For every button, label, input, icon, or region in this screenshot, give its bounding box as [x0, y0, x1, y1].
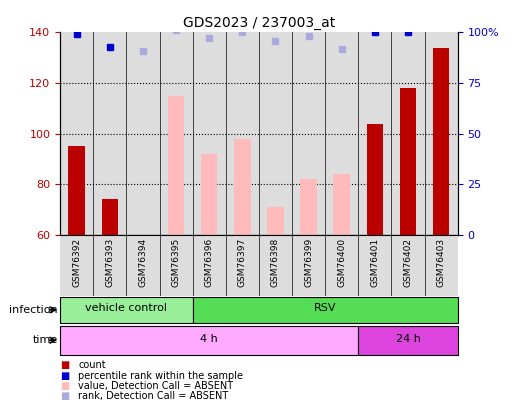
Text: ■: ■ [60, 391, 70, 401]
Text: GSM76394: GSM76394 [139, 238, 147, 287]
Bar [300, 179, 317, 235]
Text: GSM76400: GSM76400 [337, 238, 346, 287]
Bar [201, 154, 218, 235]
Bar [69, 146, 85, 235]
Text: GSM76395: GSM76395 [172, 238, 180, 287]
Text: time: time [32, 335, 58, 345]
Text: vehicle control: vehicle control [85, 303, 167, 313]
Text: value, Detection Call = ABSENT: value, Detection Call = ABSENT [78, 381, 234, 391]
Text: GSM76402: GSM76402 [403, 238, 413, 287]
Bar [334, 174, 350, 235]
Bar [101, 199, 118, 235]
Bar [267, 207, 283, 235]
Text: ■: ■ [60, 371, 70, 381]
Text: 24 h: 24 h [395, 334, 420, 343]
Text: GSM76401: GSM76401 [370, 238, 379, 287]
Text: percentile rank within the sample: percentile rank within the sample [78, 371, 243, 381]
Text: GSM76392: GSM76392 [72, 238, 81, 287]
Bar [433, 47, 449, 235]
Text: GSM76397: GSM76397 [238, 238, 247, 287]
Bar [168, 96, 185, 235]
Text: infection: infection [9, 305, 58, 315]
Text: GSM76396: GSM76396 [204, 238, 214, 287]
Bar [60, 326, 358, 355]
Bar [367, 124, 383, 235]
Bar [60, 297, 192, 322]
Text: 4 h: 4 h [200, 334, 218, 343]
Text: RSV: RSV [314, 303, 336, 313]
Bar [400, 88, 416, 235]
Bar [358, 326, 458, 355]
Text: GSM76398: GSM76398 [271, 238, 280, 287]
Text: ■: ■ [60, 360, 70, 371]
Bar [192, 297, 458, 322]
Text: ■: ■ [60, 381, 70, 391]
Text: GSM76393: GSM76393 [105, 238, 115, 287]
Text: GSM76399: GSM76399 [304, 238, 313, 287]
Text: GSM76403: GSM76403 [437, 238, 446, 287]
Title: GDS2023 / 237003_at: GDS2023 / 237003_at [183, 16, 335, 30]
Bar [234, 139, 251, 235]
Text: count: count [78, 360, 106, 371]
Text: rank, Detection Call = ABSENT: rank, Detection Call = ABSENT [78, 391, 229, 401]
